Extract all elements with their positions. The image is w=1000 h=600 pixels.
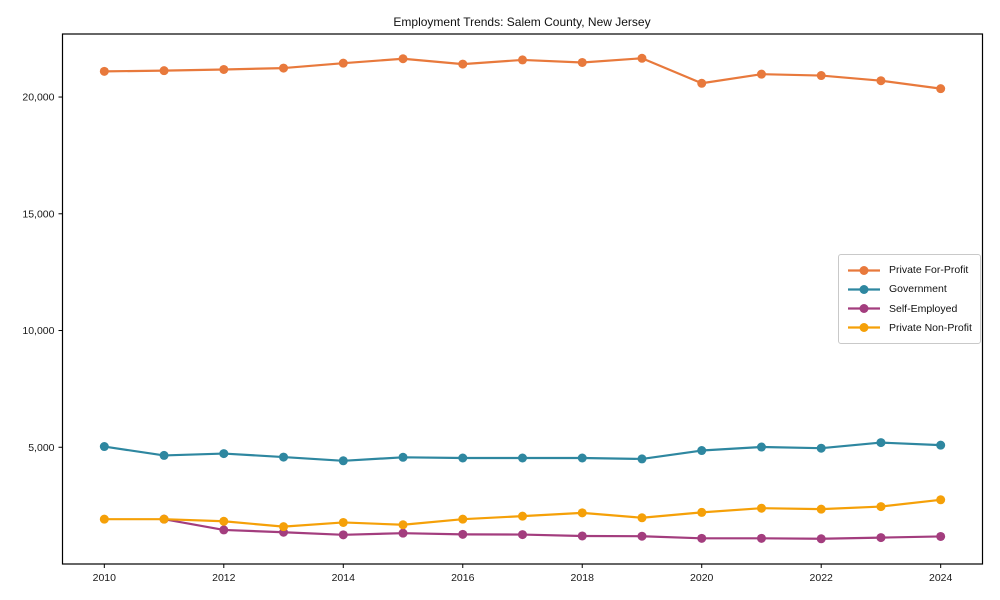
y-tick-label: 5,000 bbox=[28, 442, 54, 454]
data-point bbox=[338, 517, 348, 527]
data-point bbox=[697, 533, 707, 543]
data-point bbox=[637, 454, 647, 464]
data-point bbox=[936, 531, 946, 541]
data-point bbox=[219, 525, 229, 535]
data-point bbox=[816, 534, 826, 544]
legend-line-marker-icon bbox=[848, 323, 880, 333]
data-point bbox=[99, 514, 109, 524]
data-point bbox=[398, 520, 408, 530]
legend-dot bbox=[859, 265, 869, 275]
legend-item: Private For-Profit bbox=[847, 264, 972, 276]
data-point bbox=[936, 84, 946, 94]
data-point bbox=[876, 76, 886, 86]
data-point bbox=[876, 438, 886, 448]
legend-label: Private For-Profit bbox=[889, 264, 969, 277]
data-point bbox=[816, 71, 826, 81]
chart-title: Employment Trends: Salem County, New Jer… bbox=[393, 15, 650, 29]
data-point bbox=[936, 495, 946, 505]
data-point bbox=[458, 529, 468, 539]
data-point bbox=[756, 69, 766, 79]
data-point bbox=[756, 503, 766, 513]
legend-dot bbox=[859, 284, 869, 294]
series-line bbox=[162, 518, 942, 540]
data-point bbox=[577, 57, 587, 67]
legend-line-marker-icon bbox=[848, 265, 880, 275]
legend-dot bbox=[859, 323, 869, 333]
data-point bbox=[637, 513, 647, 523]
data-point bbox=[697, 78, 707, 88]
data-point bbox=[756, 533, 766, 543]
legend-line-marker-icon bbox=[848, 304, 880, 314]
legend-label: Government bbox=[889, 283, 947, 296]
legend-item: Government bbox=[847, 283, 972, 295]
data-point bbox=[756, 442, 766, 452]
x-tick-label: 2014 bbox=[332, 572, 356, 584]
data-point bbox=[577, 531, 587, 541]
data-point bbox=[279, 452, 289, 462]
data-point bbox=[458, 59, 468, 69]
data-point bbox=[637, 53, 647, 63]
x-axis: 2010 2012 2014 2016 2018 2020 2022 2024 bbox=[93, 564, 953, 584]
x-tick-label: 2018 bbox=[571, 572, 595, 584]
data-point bbox=[518, 55, 527, 65]
legend-item: Private Non-Profit bbox=[847, 322, 972, 334]
series-government bbox=[99, 438, 946, 466]
data-point bbox=[99, 66, 109, 76]
x-tick-label: 2016 bbox=[451, 572, 475, 584]
data-point bbox=[816, 504, 826, 514]
data-point bbox=[99, 442, 109, 452]
data-point bbox=[697, 507, 707, 517]
data-point bbox=[338, 58, 348, 68]
y-tick-label: 10,000 bbox=[22, 325, 54, 337]
data-point bbox=[398, 528, 408, 538]
data-point bbox=[159, 450, 169, 460]
x-tick-label: 2020 bbox=[690, 572, 714, 584]
data-point bbox=[219, 516, 229, 526]
data-point bbox=[518, 511, 527, 521]
series-private-non-profit bbox=[99, 495, 946, 532]
series-private-for-profit bbox=[99, 53, 946, 94]
data-point bbox=[458, 453, 468, 463]
data-point bbox=[876, 533, 886, 543]
series-self-employed bbox=[159, 514, 946, 544]
data-point bbox=[219, 449, 229, 459]
data-point bbox=[398, 452, 408, 462]
data-point bbox=[876, 502, 886, 512]
legend: Private For-Profit Government Self-Employe… bbox=[838, 254, 981, 344]
data-point bbox=[398, 54, 408, 64]
legend-label: Private Non-Profit bbox=[889, 321, 972, 334]
data-point bbox=[577, 453, 587, 463]
legend-item: Self-Employed bbox=[847, 303, 972, 315]
data-point bbox=[159, 66, 169, 76]
data-point bbox=[279, 522, 289, 532]
legend-label: Self-Employed bbox=[889, 302, 958, 315]
data-point bbox=[159, 514, 169, 524]
data-point bbox=[219, 64, 229, 74]
x-tick-label: 2024 bbox=[929, 572, 953, 584]
data-point bbox=[577, 508, 587, 518]
legend-line-marker-icon bbox=[848, 284, 880, 294]
legend-dot bbox=[859, 304, 869, 314]
y-tick-label: 15,000 bbox=[22, 208, 54, 220]
data-point bbox=[637, 531, 647, 541]
data-point bbox=[518, 530, 527, 540]
data-point bbox=[279, 63, 289, 73]
data-point bbox=[816, 443, 826, 453]
data-point bbox=[458, 514, 468, 524]
x-tick-label: 2012 bbox=[212, 572, 236, 584]
y-tick-label: 20,000 bbox=[22, 92, 54, 104]
y-axis: 5,000 10,000 15,000 20,000 bbox=[22, 92, 63, 454]
data-point bbox=[518, 453, 527, 463]
plot-border bbox=[61, 33, 984, 565]
data-point bbox=[936, 440, 946, 450]
data-point bbox=[338, 456, 348, 466]
x-tick-label: 2010 bbox=[93, 572, 117, 584]
data-point bbox=[338, 530, 348, 540]
data-point bbox=[697, 446, 707, 456]
x-tick-label: 2022 bbox=[810, 572, 834, 584]
